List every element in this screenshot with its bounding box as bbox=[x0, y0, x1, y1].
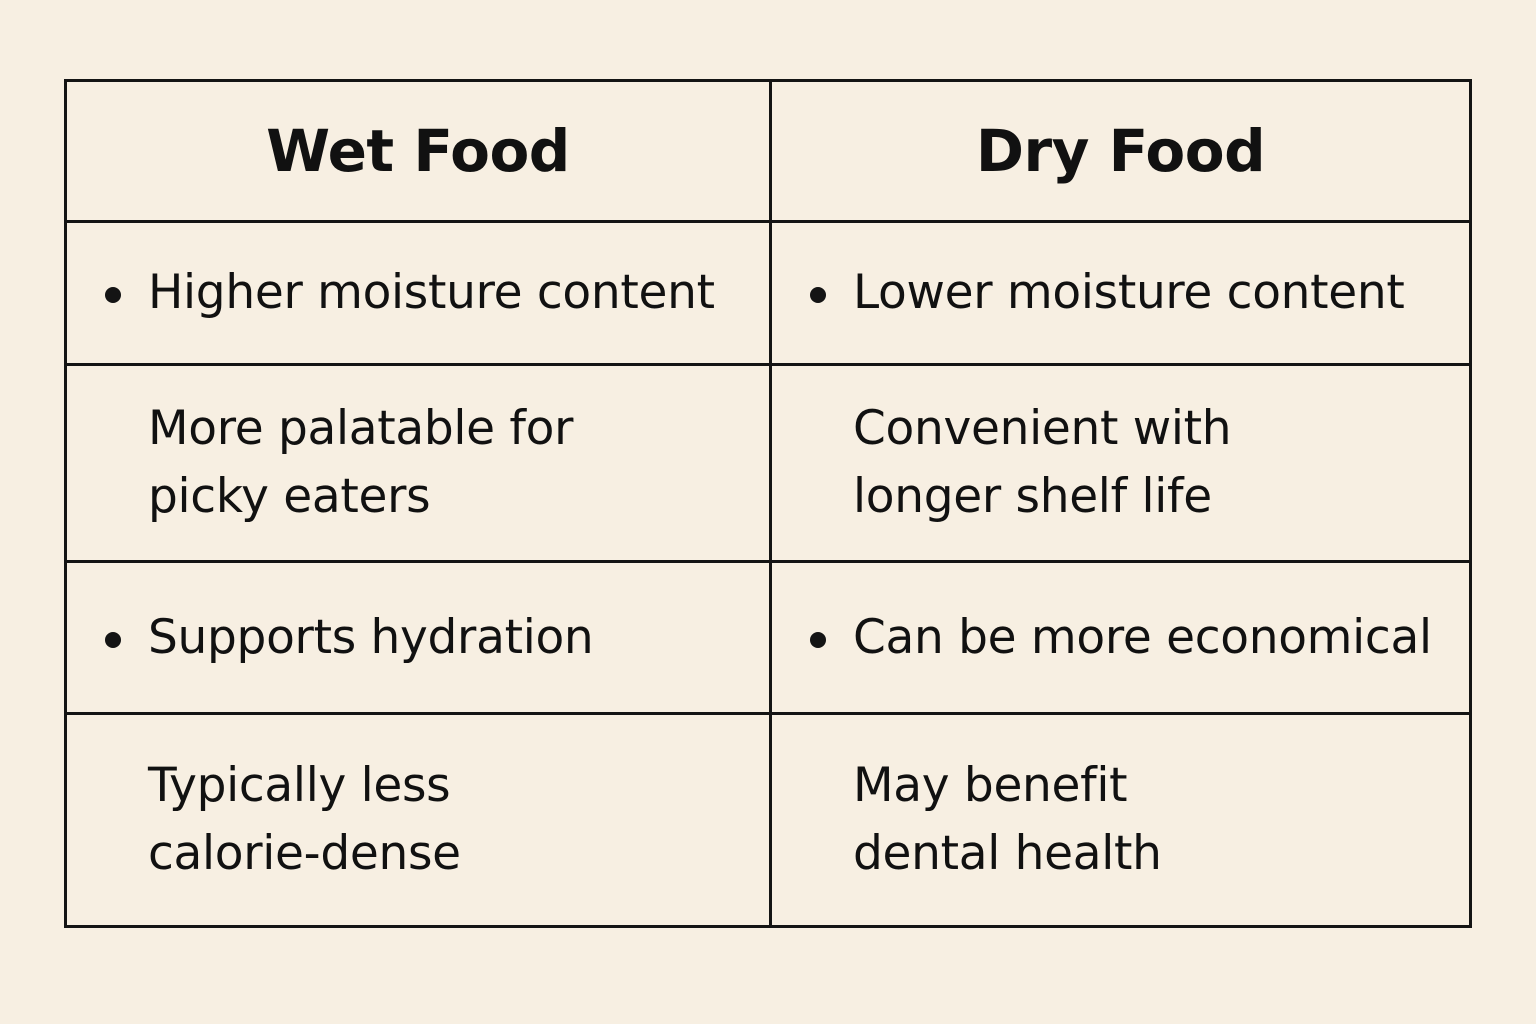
cell-text: Higher moisture content bbox=[148, 265, 715, 320]
cell-text: Lower moisture content bbox=[853, 265, 1405, 320]
bullet-icon bbox=[105, 287, 121, 303]
table-cell-wet: More palatable for picky eaters bbox=[67, 366, 769, 560]
table-cell-wet: Higher moisture content bbox=[67, 223, 769, 363]
cell-text-line-1: Typically less bbox=[148, 758, 451, 813]
table-cell-dry: Convenient with longer shelf life bbox=[772, 366, 1469, 560]
bullet-icon bbox=[810, 287, 826, 303]
comparison-table: Wet Food Dry Food Higher moisture conten… bbox=[64, 79, 1472, 928]
table-cell-dry: Lower moisture content bbox=[772, 223, 1469, 363]
table-row: Higher moisture content Lower moisture c… bbox=[67, 223, 1469, 366]
table-cell-dry: Can be more economical bbox=[772, 563, 1469, 712]
table-cell-wet: Supports hydration bbox=[67, 563, 769, 712]
cell-text-line-2: picky eaters bbox=[148, 469, 431, 524]
header-wet-food: Wet Food bbox=[266, 117, 570, 185]
cell-text: Can be more economical bbox=[853, 609, 1432, 665]
cell-text-line-2: calorie-dense bbox=[148, 826, 461, 881]
cell-text-line-1: More palatable for bbox=[148, 401, 574, 456]
table-cell-wet: Typically less calorie-dense bbox=[67, 715, 769, 925]
header-cell-dry: Dry Food bbox=[772, 82, 1469, 220]
cell-text-line-1: Convenient with bbox=[853, 401, 1232, 456]
header-dry-food: Dry Food bbox=[975, 117, 1266, 185]
table-row: Typically less calorie-dense May benefit… bbox=[67, 715, 1469, 925]
column-divider bbox=[769, 82, 772, 925]
table-row: Supports hydration Can be more economica… bbox=[67, 563, 1469, 715]
cell-text-line-2: longer shelf life bbox=[853, 469, 1212, 524]
bullet-icon bbox=[105, 631, 121, 648]
cell-text-line-2: dental health bbox=[853, 826, 1162, 881]
cell-text-line-1: May benefit bbox=[853, 758, 1128, 813]
bullet-icon bbox=[810, 631, 826, 648]
header-cell-wet: Wet Food bbox=[67, 82, 769, 220]
cell-text: Supports hydration bbox=[148, 609, 594, 665]
table-row: More palatable for picky eaters Convenie… bbox=[67, 366, 1469, 563]
header-row: Wet Food Dry Food bbox=[67, 82, 1469, 223]
table-cell-dry: May benefit dental health bbox=[772, 715, 1469, 925]
